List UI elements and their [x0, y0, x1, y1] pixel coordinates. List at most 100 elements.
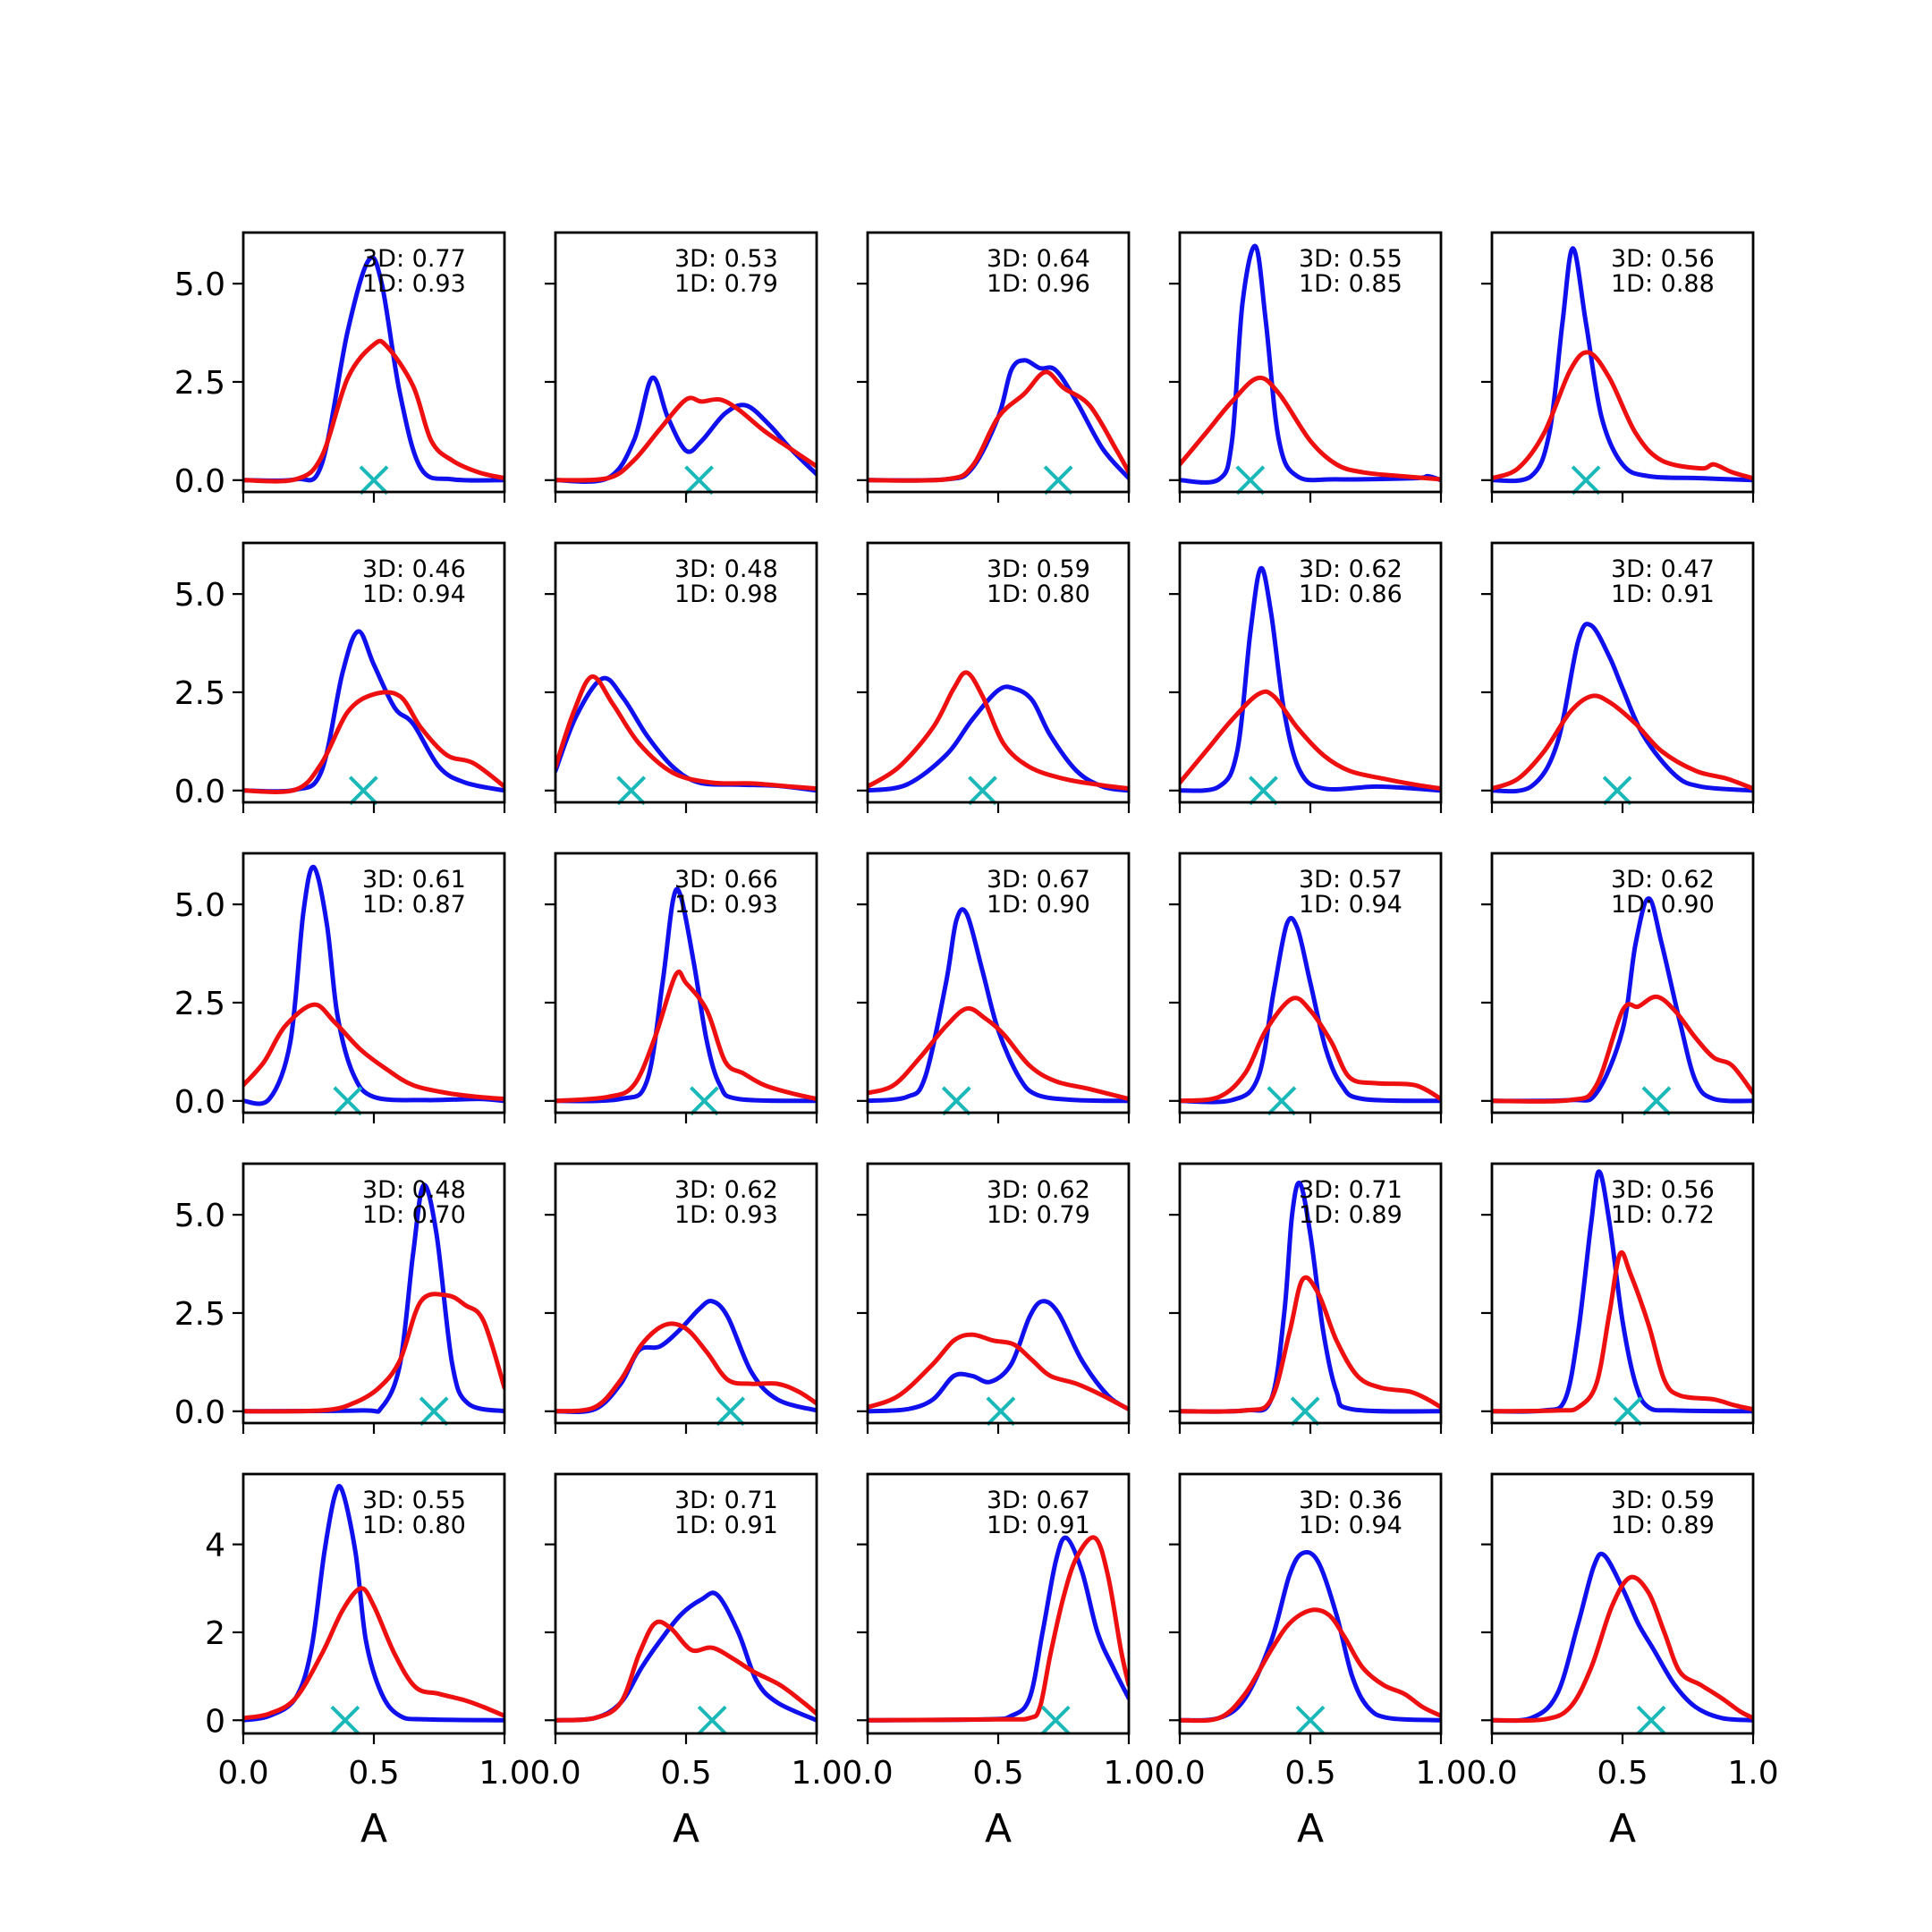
- series-3d-line: [243, 629, 504, 794]
- series-1d-line: [1180, 689, 1441, 792]
- annotation-3d: 3D: 0.59: [987, 555, 1090, 583]
- panel-curves: [868, 1299, 1129, 1414]
- series-1d-line: [868, 1535, 1129, 1723]
- x-marker: [1040, 1705, 1071, 1735]
- series-1d-line: [1492, 994, 1753, 1104]
- x-marker: [348, 775, 378, 806]
- x-marker-stroke: [1267, 1086, 1297, 1116]
- x-marker-stroke: [684, 465, 715, 496]
- x-tick-label: 0.5: [660, 1755, 711, 1792]
- x-marker: [941, 1086, 971, 1116]
- x-marker-stroke: [968, 775, 997, 806]
- panel-curves: [243, 1484, 504, 1723]
- x-marker: [1641, 1086, 1672, 1116]
- x-tick-label: 0.0: [1154, 1755, 1205, 1792]
- annotation-3d: 3D: 0.56: [1611, 1176, 1715, 1204]
- y-tick-label: 0: [205, 1703, 225, 1740]
- annotation-1d: 1D: 0.88: [1611, 270, 1715, 298]
- y-tick-label: 0.0: [174, 774, 225, 810]
- series-3d-line: [868, 684, 1129, 793]
- annotation-3d: 3D: 0.47: [1611, 555, 1715, 583]
- annotation-3d: 3D: 0.61: [362, 866, 466, 894]
- x-marker-stroke: [690, 1086, 719, 1116]
- x-marker-stroke: [348, 775, 378, 806]
- x-axis-label: A: [673, 1806, 699, 1852]
- x-marker: [684, 465, 715, 496]
- series-3d-line: [1180, 915, 1441, 1105]
- x-marker-stroke: [697, 1705, 727, 1735]
- annotation-3d: 3D: 0.56: [1611, 245, 1715, 273]
- series-3d-line: [243, 1182, 504, 1414]
- x-marker-stroke: [419, 1396, 449, 1427]
- x-marker-stroke: [716, 1396, 746, 1427]
- annotation-1d: 1D: 0.93: [362, 270, 466, 298]
- panel-curves: [555, 674, 817, 793]
- x-marker-stroke: [330, 1705, 360, 1735]
- x-marker: [330, 1705, 360, 1735]
- series-3d-line: [1492, 1169, 1753, 1414]
- x-marker: [333, 1086, 363, 1116]
- series-3d-line: [243, 864, 504, 1106]
- y-tick-label: 0.0: [174, 1084, 225, 1121]
- x-marker-stroke: [1636, 1705, 1666, 1735]
- annotation-3d: 3D: 0.71: [674, 1487, 778, 1514]
- x-tick-label: 0.5: [972, 1755, 1023, 1792]
- annotation-1d: 1D: 0.70: [362, 1201, 466, 1229]
- annotation-1d: 1D: 0.91: [674, 1512, 778, 1539]
- annotation-1d: 1D: 0.79: [987, 1201, 1090, 1229]
- series-1d-line: [243, 1586, 504, 1721]
- panel-curves: [1180, 1549, 1441, 1724]
- x-marker: [1602, 775, 1632, 806]
- x-marker-stroke: [1290, 1396, 1320, 1427]
- annotation-3d: 3D: 0.62: [674, 1176, 778, 1204]
- x-tick-label: 1.0: [1727, 1755, 1778, 1792]
- annotation-1d: 1D: 0.89: [1299, 1201, 1402, 1229]
- panel-curves: [555, 886, 817, 1104]
- series-3d-line: [1492, 896, 1753, 1104]
- y-tick-label: 5.0: [174, 1198, 225, 1234]
- annotation-3d: 3D: 0.64: [987, 245, 1090, 273]
- panel-curves: [1492, 622, 1753, 794]
- x-tick-label: 1.0: [791, 1755, 842, 1792]
- annotation-1d: 1D: 0.87: [362, 891, 466, 919]
- x-marker: [968, 775, 997, 806]
- annotation-1d: 1D: 0.86: [1299, 580, 1402, 608]
- x-marker-stroke: [1043, 465, 1073, 496]
- x-marker-stroke: [1249, 775, 1278, 806]
- annotation-3d: 3D: 0.66: [674, 866, 778, 894]
- series-1d-line: [555, 674, 817, 792]
- x-marker: [716, 1396, 746, 1427]
- panel-curves: [555, 1299, 817, 1414]
- series-3d-line: [555, 886, 817, 1104]
- annotation-1d: 1D: 0.79: [674, 270, 778, 298]
- series-1d-line: [868, 1005, 1129, 1102]
- y-tick-label: 5.0: [174, 887, 225, 924]
- x-marker-stroke: [1295, 1705, 1326, 1735]
- x-marker-stroke: [986, 1396, 1016, 1427]
- annotation-3d: 3D: 0.46: [362, 555, 466, 583]
- annotation-1d: 1D: 0.94: [362, 580, 466, 608]
- series-1d-line: [868, 1332, 1129, 1412]
- x-tick-label: 0.0: [217, 1755, 268, 1792]
- x-marker-stroke: [1613, 1396, 1643, 1427]
- x-marker-stroke: [1235, 465, 1266, 496]
- x-marker: [986, 1396, 1016, 1427]
- x-marker: [1249, 775, 1278, 806]
- series-1d-line: [1180, 1607, 1441, 1724]
- y-tick-label: 2: [205, 1615, 225, 1652]
- panel-curves: [555, 1590, 817, 1723]
- panel-curves: [243, 629, 504, 794]
- x-marker: [1613, 1396, 1643, 1427]
- panel-curves: [1492, 246, 1753, 484]
- x-axis-label: A: [360, 1806, 387, 1852]
